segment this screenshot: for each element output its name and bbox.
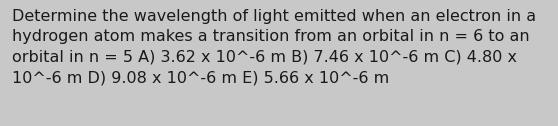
Text: Determine the wavelength of light emitted when an electron in a
hydrogen atom ma: Determine the wavelength of light emitte… [12, 9, 536, 85]
